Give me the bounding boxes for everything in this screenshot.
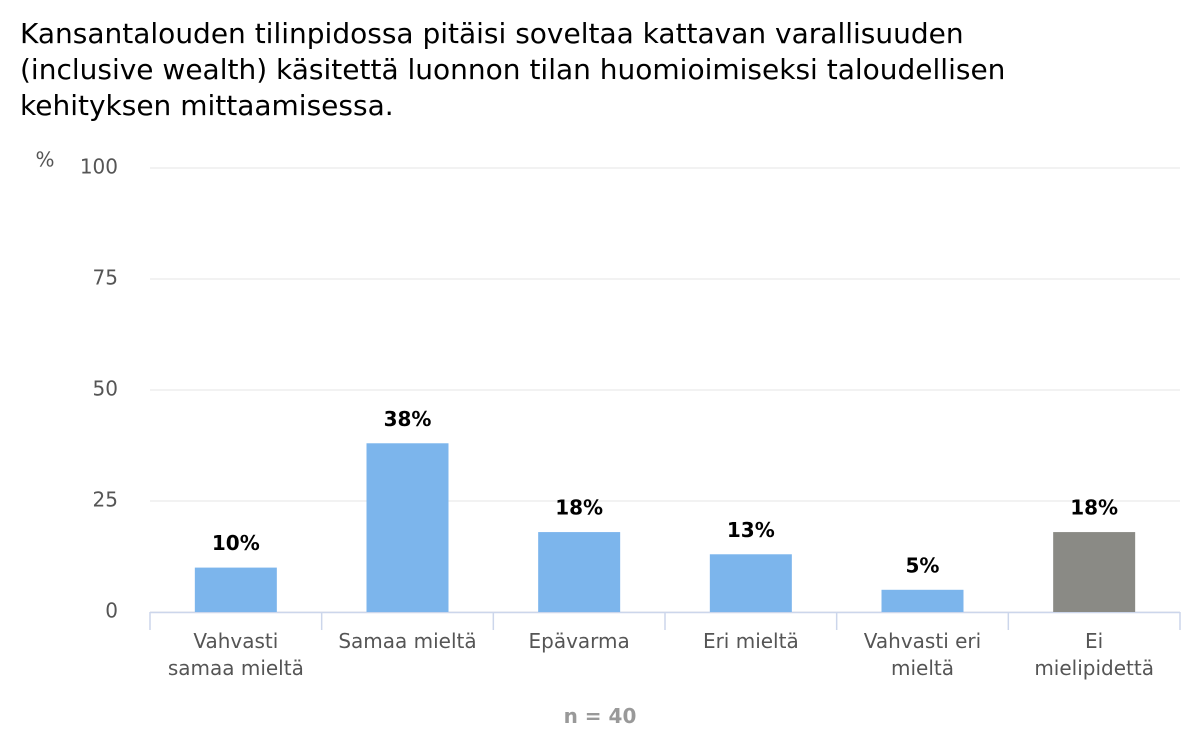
x-tick-label: Eri mieltä	[702, 629, 799, 653]
y-tick-label: 25	[93, 488, 118, 512]
data-label: 10%	[212, 531, 260, 555]
bar	[538, 532, 621, 612]
x-tick-label: Samaa mieltä	[338, 629, 477, 653]
bar	[881, 589, 964, 612]
data-label: 38%	[384, 407, 432, 431]
note: n = 40	[563, 704, 637, 728]
bar	[366, 443, 449, 612]
y-tick-label: 100	[80, 155, 118, 179]
bar	[1053, 532, 1136, 612]
y-tick-label: 0	[105, 599, 118, 623]
bar	[194, 567, 277, 612]
data-label: 13%	[727, 518, 775, 542]
chart-title: Kansantalouden tilinpidossa pitäisi sove…	[20, 17, 1006, 122]
y-tick-label: 75	[93, 266, 118, 290]
bar	[709, 554, 792, 612]
x-tick-label: Epävarma	[528, 629, 630, 653]
data-label: 18%	[1070, 496, 1118, 520]
data-label: 5%	[906, 553, 940, 577]
x-tick-label: Vahvasti samaa mieltä	[167, 629, 304, 680]
y-tick-label: 50	[93, 377, 118, 401]
y-axis-label: %	[35, 148, 54, 172]
x-tick-label: Ei mielipidettä	[1034, 629, 1154, 680]
x-tick-label: Vahvasti eri mieltä	[863, 629, 982, 680]
data-label: 18%	[555, 496, 603, 520]
